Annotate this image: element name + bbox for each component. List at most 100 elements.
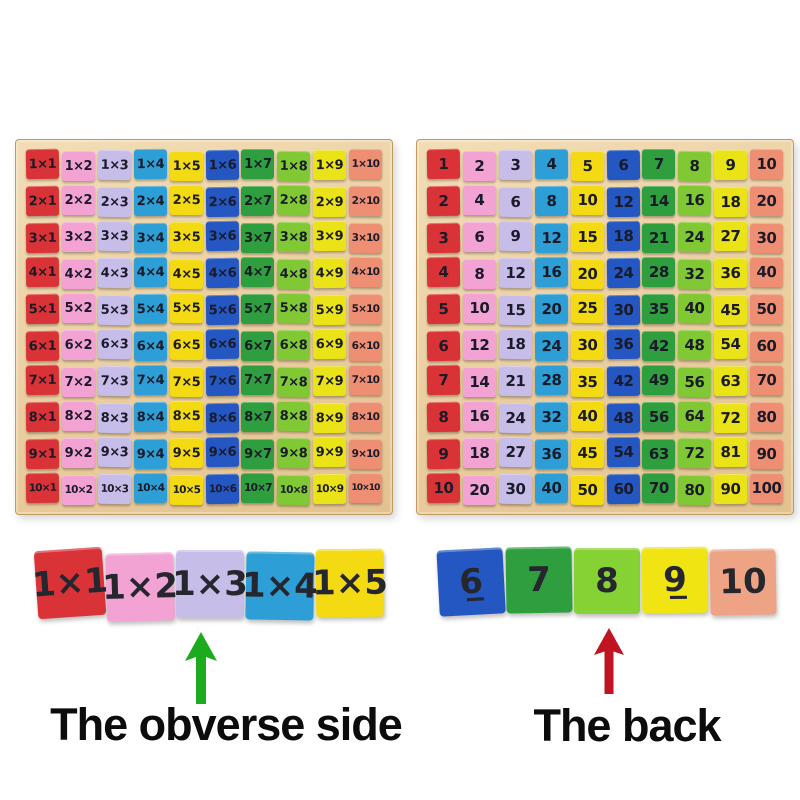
tile-back-r8-c1: 8: [426, 401, 461, 433]
tile-obverse-r10-c10: 10×10: [348, 472, 383, 504]
tile-obverse-r7-c5: 7×5: [169, 366, 203, 398]
tile-obverse-r10-c4: 10×4: [133, 472, 167, 504]
tile-back-r6-c1: 6: [426, 330, 461, 362]
tile-back-r1-c4: 4: [534, 148, 568, 180]
tile-back-r7-c1: 7: [426, 364, 461, 396]
tile-back-r5-c3: 15: [498, 294, 532, 326]
tile-obverse-r10-c1: 10×1: [25, 472, 60, 504]
sample-block-3: 1×3: [172, 550, 248, 618]
tile-obverse-r10-c6: 10×6: [205, 473, 239, 505]
tile-obverse-r5-c9: 5×9: [313, 294, 347, 326]
tile-obverse-r3-c5: 3×5: [169, 221, 203, 253]
tile-obverse-r2-c7: 2×7: [241, 186, 275, 216]
tile-back-r6-c3: 18: [498, 328, 532, 360]
tile-obverse-r1-c9: 1×9: [313, 149, 347, 181]
tile-back-r9-c1: 9: [426, 438, 461, 470]
tile-back-r8-c5: 40: [570, 400, 604, 432]
tile-obverse-r7-c10: 7×10: [348, 364, 383, 396]
tile-back-r2-c8: 16: [678, 184, 712, 216]
tile-back-r8-c3: 24: [498, 402, 532, 434]
tile-back-r1-c2: 2: [462, 151, 496, 181]
tile-back-r5-c9: 45: [714, 294, 748, 326]
tile-obverse-r3-c4: 3×4: [133, 222, 167, 254]
tile-back-r9-c8: 72: [678, 437, 712, 469]
tile-obverse-r5-c2: 5×2: [61, 293, 95, 323]
tile-back-r4-c7: 28: [642, 257, 676, 287]
tile-back-r1-c10: 10: [749, 148, 784, 180]
tile-back-r4-c10: 40: [749, 256, 784, 288]
tile-back-r2-c6: 12: [606, 186, 640, 218]
tile-obverse-r8-c1: 8×1: [25, 401, 60, 433]
tile-back-r4-c9: 36: [714, 257, 748, 289]
tile-back-r3-c7: 21: [642, 223, 676, 253]
tile-back-r1-c6: 6: [606, 149, 640, 181]
sample-block-3: 8: [574, 548, 640, 614]
red-up-arrow-icon: [594, 628, 624, 694]
tile-obverse-r5-c6: 5×6: [205, 294, 239, 326]
tile-obverse-r2-c9: 2×9: [313, 186, 347, 218]
tile-obverse-r1-c8: 1×8: [277, 150, 311, 182]
tile-obverse-r6-c8: 6×8: [277, 329, 311, 361]
tile-obverse-r5-c10: 5×10: [348, 293, 383, 325]
tile-obverse-r10-c7: 10×7: [241, 473, 275, 503]
tile-back-r3-c8: 24: [678, 221, 712, 253]
tile-obverse-r9-c10: 9×10: [348, 438, 383, 470]
tile-back-r2-c9: 18: [714, 186, 748, 218]
tile-obverse-r9-c2: 9×2: [61, 438, 95, 468]
tile-obverse-r4-c5: 4×5: [169, 258, 203, 290]
obverse-grid: 1×1 1×2 1×3 1×4 1×5 1×6 1×7 1×8 1×9 1×10 2×1 2×2 2×3…: [25, 148, 383, 506]
sample-block-2: 1×2: [102, 552, 179, 622]
tile-obverse-r4-c8: 4×8: [277, 258, 311, 290]
tile-obverse-r3-c2: 3×2: [61, 222, 95, 252]
tile-obverse-r1-c7: 1×7: [241, 149, 275, 179]
tile-back-r9-c4: 36: [534, 438, 568, 470]
tile-obverse-r1-c1: 1×1: [25, 148, 60, 180]
tile-back-r6-c5: 30: [570, 329, 604, 361]
tile-back-r2-c2: 4: [462, 185, 496, 215]
tile-back-r7-c3: 21: [498, 365, 532, 397]
tile-obverse-r8-c2: 8×2: [61, 401, 95, 431]
tile-obverse-r8-c6: 8×6: [205, 402, 239, 434]
tile-back-r1-c1: 1: [426, 148, 461, 180]
tile-obverse-r5-c3: 5×3: [97, 294, 131, 326]
tile-obverse-r9-c9: 9×9: [313, 436, 347, 468]
tile-obverse-r4-c1: 4×1: [25, 256, 60, 288]
tile-back-r9-c10: 90: [749, 438, 784, 470]
tile-back-r6-c2: 12: [462, 330, 496, 360]
tile-back-r2-c4: 8: [534, 185, 568, 217]
tile-obverse-r8-c7: 8×7: [241, 402, 275, 432]
tile-back-r5-c5: 25: [570, 292, 604, 324]
tile-obverse-r8-c8: 8×8: [277, 400, 311, 432]
tile-back-r6-c10: 60: [749, 330, 784, 362]
tile-obverse-r3-c6: 3×6: [205, 220, 239, 252]
tile-back-r9-c3: 27: [498, 436, 532, 468]
tile-obverse-r7-c9: 7×9: [313, 365, 347, 397]
tile-obverse-r6-c2: 6×2: [61, 330, 95, 360]
tile-back-r3-c4: 12: [534, 222, 568, 254]
tile-obverse-r2-c6: 2×6: [205, 186, 239, 218]
sample-block-1: 6̲: [436, 547, 506, 617]
sample-block-5: 10: [709, 548, 777, 616]
tile-obverse-r2-c4: 2×4: [133, 185, 167, 217]
obverse-caption: The obverse side: [50, 699, 403, 750]
tile-obverse-r9-c5: 9×5: [169, 437, 203, 469]
multiplication-board-back: 1 2 3 4 5 6 7 8 9 10 2 4 6 8 10 12 14 16 18 20 3 6 9 12 15 18 21 24…: [416, 139, 794, 515]
tile-back-r10-c10: 100: [749, 472, 784, 504]
tile-obverse-r6-c6: 6×6: [205, 328, 239, 360]
tile-obverse-r4-c10: 4×10: [348, 256, 383, 288]
tile-obverse-r5-c4: 5×4: [133, 293, 167, 325]
tile-back-r4-c2: 8: [462, 259, 496, 289]
tile-obverse-r6-c4: 6×4: [133, 330, 167, 362]
tile-obverse-r8-c3: 8×3: [97, 402, 131, 434]
tile-back-r5-c1: 5: [426, 293, 461, 325]
tile-back-r5-c10: 50: [749, 293, 784, 325]
tile-obverse-r2-c3: 2×3: [97, 186, 131, 218]
tile-back-r10-c4: 40: [534, 472, 568, 504]
tile-obverse-r2-c8: 2×8: [277, 184, 311, 216]
tile-obverse-r9-c4: 9×4: [133, 438, 167, 470]
tile-back-r10-c7: 70: [642, 473, 676, 503]
tile-back-r8-c8: 64: [678, 400, 712, 432]
tile-back-r8-c4: 32: [534, 401, 568, 433]
tile-back-r3-c6: 18: [606, 220, 640, 252]
tile-back-r6-c4: 24: [534, 330, 568, 362]
